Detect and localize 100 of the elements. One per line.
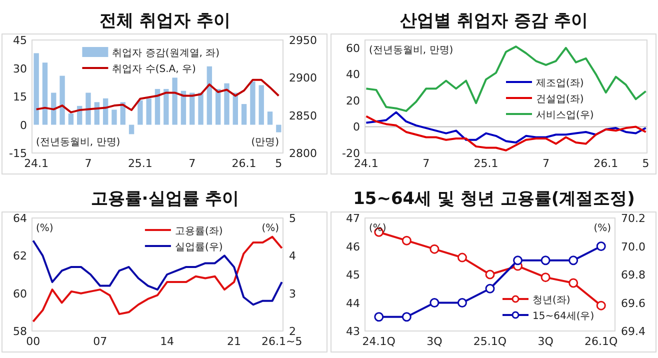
x-tick-label: 3Q [426, 335, 443, 348]
x-tick-label: 7 [188, 157, 196, 170]
legend-label: 서비스업(우) [536, 110, 594, 121]
bar [68, 113, 74, 125]
point [568, 278, 578, 288]
x-tick-label: 24.1 [24, 157, 49, 170]
chart-title: 산업별 취업자 증감 추이 [400, 11, 588, 31]
y-tick-label: 44 [346, 296, 360, 310]
y-tick-label: 60 [13, 287, 27, 300]
point [457, 298, 467, 308]
point [457, 252, 467, 262]
y2-tick-label: 69.6 [621, 296, 646, 310]
point [485, 284, 495, 294]
x-tick-label: 26.1 [594, 157, 618, 170]
point [596, 242, 606, 251]
bar [138, 100, 143, 125]
y-tick-label: -15 [9, 147, 27, 160]
y-tick-label: 15 [13, 90, 27, 104]
point [568, 256, 578, 266]
point [485, 270, 495, 280]
bar [190, 92, 195, 125]
y-tick-label: 64 [13, 212, 27, 225]
annotation: (%) [36, 223, 54, 234]
point [402, 236, 412, 246]
legend-label: 고용률(좌) [174, 226, 223, 237]
y2-tick-label: 2850 [289, 109, 317, 122]
x-tick-label: 26.1 [232, 157, 256, 170]
line-series [365, 111, 647, 144]
x-tick-label: 26.1~5 [261, 335, 302, 348]
y-tick-label: 20 [346, 94, 360, 108]
chart-title: 전체 취업자 추이 [100, 11, 230, 31]
bar [250, 81, 256, 125]
bar [86, 92, 91, 125]
point [430, 298, 440, 308]
y-tick-label: 47 [346, 212, 360, 225]
x-tick-label: 24.1 [354, 157, 378, 170]
y2-tick-label: 4 [289, 250, 296, 263]
bar [241, 104, 247, 125]
bar [112, 110, 117, 125]
chart-title: 15~64세 및 청년 고용률(계절조정) [353, 189, 635, 209]
bar [232, 92, 238, 125]
annotation: (전년동월비, 만명) [369, 45, 454, 56]
x-tick-label: 7 [542, 157, 550, 170]
y-tick-label: 40 [346, 68, 360, 82]
y-tick-label: -20 [342, 147, 360, 160]
legend-label: 취업자 증감(원계열, 좌) [112, 48, 220, 59]
annotation: (%) [594, 223, 612, 234]
point [540, 256, 550, 266]
legend-label: 15~64세(우) [532, 311, 594, 322]
y-tick-label: 43 [346, 325, 360, 338]
line-series [35, 78, 280, 114]
line-series [32, 240, 283, 306]
y-tick-label: 30 [13, 62, 27, 76]
point [430, 244, 440, 254]
bar [154, 88, 160, 125]
legend-label: 실업률(우) [174, 242, 223, 253]
legend-label: 청년(좌) [532, 295, 570, 306]
annotation: (만명) [251, 137, 280, 148]
point [540, 272, 550, 282]
bar [180, 90, 186, 125]
point [374, 312, 384, 322]
y2-tick-label: 3 [289, 287, 296, 300]
x-tick-label: 7 [422, 157, 430, 170]
y-tick-label: 0 [353, 120, 360, 134]
annotation: (%) [369, 223, 386, 234]
y-tick-label: 45 [346, 268, 360, 282]
y2-tick-label: 2 [289, 325, 296, 338]
legend-label: 제조업(좌) [536, 78, 584, 89]
point [513, 256, 523, 266]
y2-tick-label: 2800 [289, 147, 317, 160]
x-tick-label: 25.1 [474, 157, 498, 170]
y2-tick-label: 2900 [289, 72, 317, 85]
y-tick-label: 46 [346, 240, 360, 254]
y2-tick-label: 69.4 [621, 325, 646, 338]
legend-label: 취업자 수(S.A, 우) [112, 64, 196, 75]
y-tick-label: 45 [13, 34, 27, 47]
bar [164, 88, 169, 125]
line-series [32, 236, 283, 323]
bar [51, 92, 56, 125]
x-tick-label: 5 [275, 157, 282, 170]
bar [206, 66, 212, 125]
x-tick-label: 14 [160, 335, 174, 348]
y-tick-label: 58 [13, 325, 27, 338]
bar [258, 85, 264, 125]
bar [60, 76, 65, 125]
x-tick-label: 5 [642, 157, 650, 170]
bar [146, 98, 152, 125]
y-tick-label: 62 [13, 250, 27, 263]
x-tick-label: 7 [84, 157, 92, 170]
x-tick-label: 07 [93, 335, 108, 348]
annotation: (%) [262, 223, 280, 234]
y2-tick-label: 2950 [289, 34, 317, 47]
x-tick-label: 3Q [538, 335, 554, 348]
chart-title: 고용률·실업률 추이 [90, 189, 240, 209]
legend-label: 건설업(좌) [536, 94, 584, 105]
y2-tick-label: 70.2 [621, 212, 646, 225]
y2-tick-label: 69.8 [621, 268, 646, 282]
point [402, 312, 412, 322]
x-tick-label: 00 [26, 335, 40, 348]
bar [34, 53, 39, 125]
